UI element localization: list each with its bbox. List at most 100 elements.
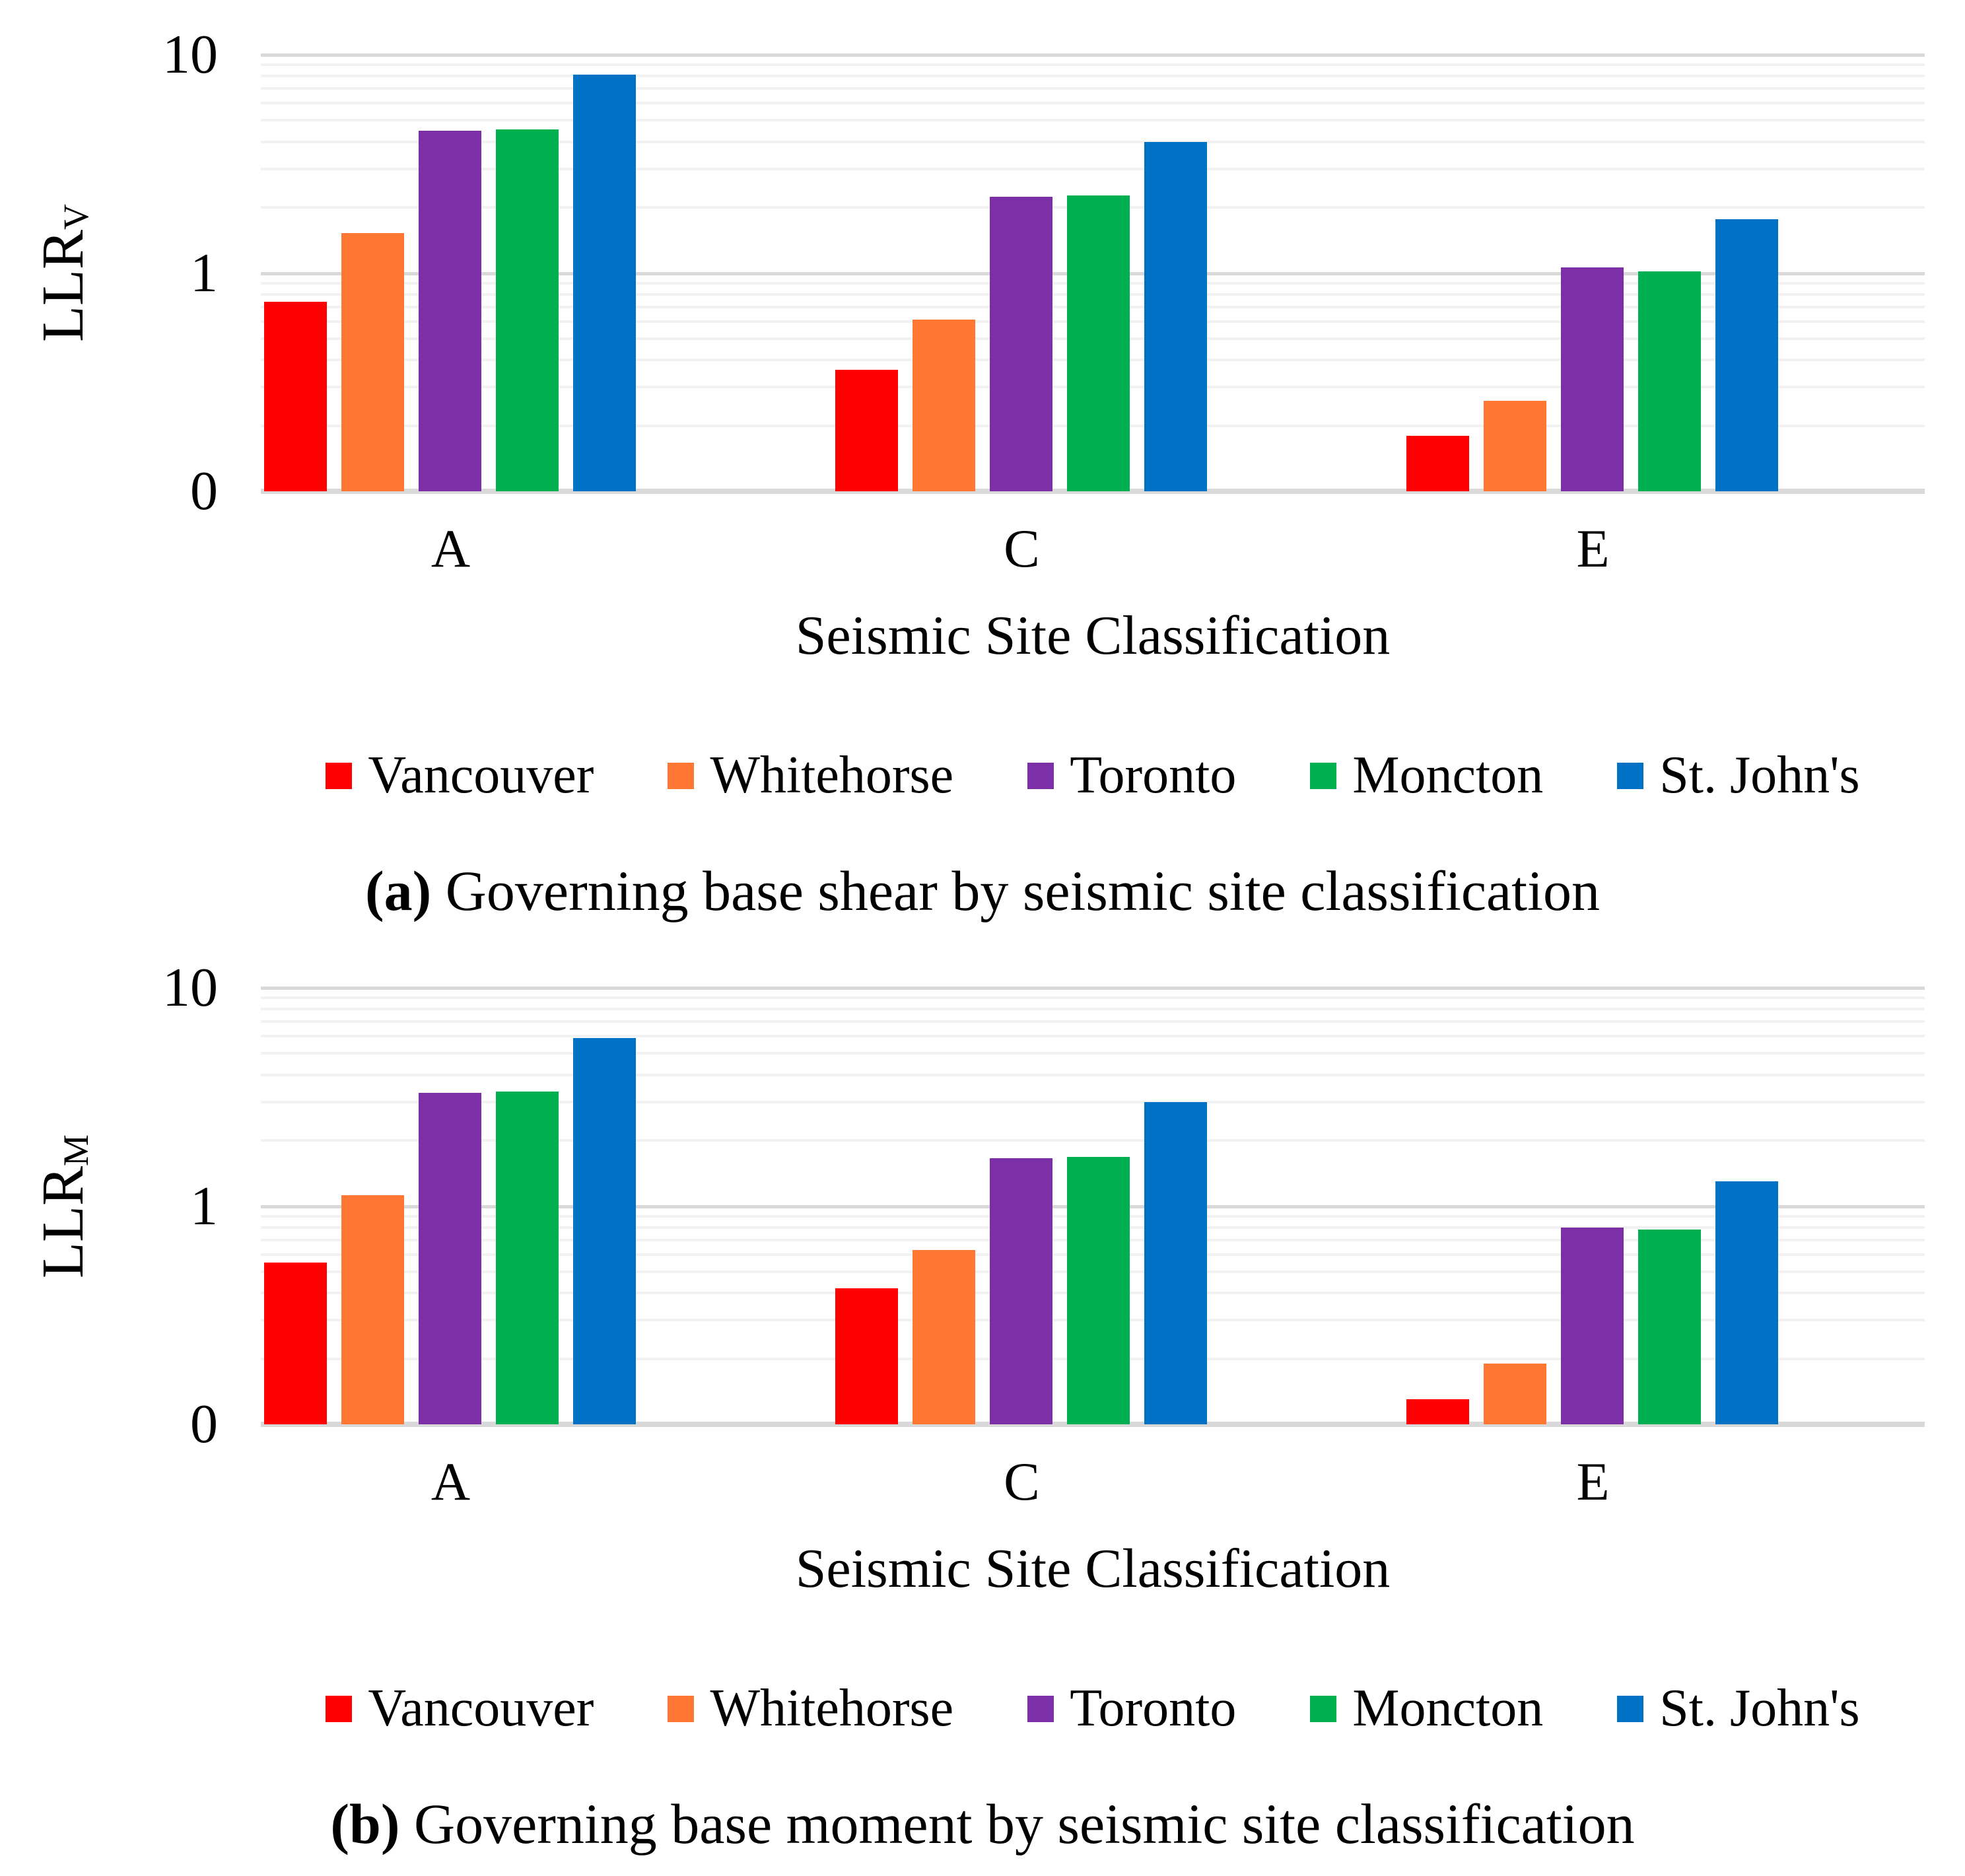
- legend-swatch-icon: [1617, 762, 1644, 789]
- minor-gridline: [261, 87, 1925, 90]
- bar-whitehorse-c: [913, 1249, 975, 1424]
- bar-whitehorse-a: [341, 1195, 404, 1424]
- bar-toronto-e: [1561, 1227, 1624, 1424]
- y-axis-title-text: LLRV: [30, 204, 96, 342]
- x-category-label-c: C: [1004, 518, 1040, 578]
- minor-gridline: [261, 1020, 1925, 1024]
- plot-area-b: [261, 987, 1925, 1427]
- bar-group-a: [264, 55, 637, 491]
- x-category-label-e: E: [1576, 1451, 1610, 1511]
- x-axis-line: [261, 489, 1925, 494]
- bar-whitehorse-e: [1484, 400, 1546, 491]
- caption-a: (a) Governing base shear by seismic site…: [365, 859, 1600, 922]
- legend-item-vancouver: Vancouver: [326, 746, 594, 806]
- legend-item-whitehorse: Whitehorse: [668, 746, 953, 806]
- bar-toronto-a: [419, 130, 481, 491]
- legend: Vancouver Whitehorse Toronto Moncton St. Joh…: [261, 746, 1925, 806]
- minor-gridline: [261, 1100, 1925, 1103]
- plot-area-a: [261, 53, 1925, 494]
- legend-label: Whitehorse: [710, 1679, 954, 1737]
- bar-vancouver-a: [264, 301, 327, 491]
- legend-item-toronto: Toronto: [1027, 1679, 1236, 1739]
- legend: Vancouver Whitehorse Toronto Moncton St. Joh…: [261, 1679, 1925, 1739]
- legend-swatch-icon: [326, 1695, 353, 1722]
- bar-toronto-a: [419, 1093, 481, 1424]
- x-category-label-a: A: [431, 1451, 471, 1511]
- legend-item-toronto: Toronto: [1027, 746, 1236, 806]
- y-tick-label-0: 0: [190, 460, 218, 522]
- bar-st-john-s-a: [573, 1037, 636, 1424]
- bar-moncton-e: [1638, 1230, 1701, 1424]
- bar-toronto-c: [990, 1158, 1052, 1424]
- bar-group-e: [1406, 988, 1779, 1424]
- major-gridline: [261, 987, 1925, 990]
- bar-moncton-e: [1638, 271, 1701, 491]
- minor-gridline: [261, 75, 1925, 78]
- major-gridline: [261, 53, 1925, 57]
- x-category-label-a: A: [431, 518, 471, 578]
- legend-item-moncton: Moncton: [1310, 1679, 1543, 1739]
- legend-item-vancouver: Vancouver: [326, 1679, 594, 1739]
- legend-swatch-icon: [668, 1695, 695, 1722]
- bar-st-john-s-a: [573, 75, 636, 491]
- legend-swatch-icon: [668, 762, 695, 789]
- bar-vancouver-c: [835, 370, 898, 491]
- y-tick-label-0: 0: [190, 1393, 218, 1455]
- minor-gridline: [261, 996, 1925, 1000]
- legend-label: Toronto: [1070, 746, 1237, 804]
- bar-st-john-s-c: [1144, 141, 1207, 491]
- y-axis-title-text: LLRM: [30, 1134, 96, 1278]
- legend-label: St. John's: [1659, 746, 1860, 804]
- legend-swatch-icon: [1617, 1695, 1644, 1722]
- y-tick-label-1: 1: [190, 1175, 218, 1237]
- legend-label: Moncton: [1352, 1679, 1544, 1737]
- bar-vancouver-a: [264, 1263, 327, 1424]
- bar-moncton-c: [1067, 195, 1130, 491]
- bar-vancouver-c: [835, 1288, 898, 1424]
- bar-vancouver-e: [1406, 435, 1469, 491]
- bar-st-john-s-e: [1715, 219, 1778, 491]
- x-axis-title: Seismic Site Classification: [795, 1538, 1391, 1599]
- bar-whitehorse-a: [341, 233, 404, 491]
- bar-moncton-c: [1067, 1157, 1130, 1424]
- bar-toronto-c: [990, 196, 1052, 491]
- bar-moncton-a: [496, 1091, 559, 1424]
- minor-gridline: [261, 1139, 1925, 1142]
- y-axis-title-subscript: V: [55, 204, 96, 230]
- legend-swatch-icon: [1027, 1695, 1054, 1722]
- legend-item-st-john-s: St. John's: [1617, 746, 1860, 806]
- legend-label: Whitehorse: [710, 746, 954, 804]
- minor-gridline: [261, 140, 1925, 143]
- minor-gridline: [261, 1008, 1925, 1011]
- minor-gridline: [261, 1052, 1925, 1055]
- minor-gridline: [261, 119, 1925, 122]
- legend-swatch-icon: [1027, 762, 1054, 789]
- y-axis-title-subscript: M: [55, 1134, 96, 1166]
- legend-item-moncton: Moncton: [1310, 746, 1543, 806]
- x-axis-title: Seismic Site Classification: [795, 605, 1391, 666]
- x-category-label-e: E: [1576, 518, 1610, 578]
- legend-item-st-john-s: St. John's: [1617, 1679, 1860, 1739]
- caption-tag: (b): [330, 1792, 400, 1856]
- bar-group-a: [264, 988, 637, 1424]
- bar-group-c: [835, 55, 1208, 491]
- legend-swatch-icon: [1310, 1695, 1337, 1722]
- y-tick-label-1: 1: [190, 242, 218, 304]
- minor-gridline: [261, 1073, 1925, 1076]
- legend-label: Toronto: [1070, 1679, 1237, 1737]
- bar-group-c: [835, 988, 1208, 1424]
- bar-group-e: [1406, 55, 1779, 491]
- minor-gridline: [261, 167, 1925, 170]
- legend-swatch-icon: [326, 762, 353, 789]
- bar-st-john-s-e: [1715, 1181, 1778, 1424]
- legend-label: St. John's: [1659, 1679, 1860, 1737]
- bar-moncton-a: [496, 129, 559, 491]
- y-axis-title: LLRM: [17, 988, 109, 1424]
- bar-st-john-s-c: [1144, 1101, 1207, 1424]
- bar-vancouver-e: [1406, 1399, 1469, 1424]
- x-category-label-c: C: [1004, 1451, 1040, 1511]
- minor-gridline: [261, 1035, 1925, 1038]
- y-axis-title: LLRV: [17, 55, 109, 491]
- bar-toronto-e: [1561, 267, 1624, 491]
- legend-swatch-icon: [1310, 762, 1337, 789]
